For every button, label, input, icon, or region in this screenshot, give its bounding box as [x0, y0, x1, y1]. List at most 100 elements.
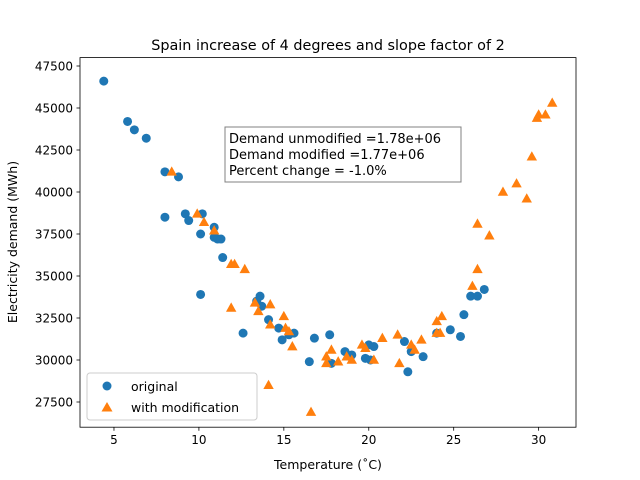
- point-original: [445, 325, 455, 335]
- x-tick-label: 25: [446, 433, 461, 447]
- point-original: [418, 352, 428, 362]
- point-original: [277, 335, 287, 345]
- point-with-modification: [511, 178, 522, 188]
- legend-marker-original: [102, 381, 112, 391]
- point-with-modification: [434, 327, 446, 337]
- point-with-modification: [239, 263, 250, 274]
- point-with-modification: [166, 166, 177, 176]
- point-with-modification: [497, 186, 509, 196]
- point-original: [403, 367, 413, 377]
- plot-area: 27500 30000 32500 35000 37500 40000 42500 45000…: [35, 57, 577, 447]
- point-with-modification: [521, 193, 532, 203]
- y-tick-label: 27500: [35, 396, 73, 410]
- point-with-modification: [472, 218, 483, 228]
- x-tick-label: 30: [531, 433, 546, 447]
- point-original: [466, 291, 476, 301]
- x-axis-label: Temperature (˚C): [273, 457, 382, 472]
- point-original: [218, 253, 228, 263]
- point-with-modification: [472, 263, 483, 274]
- point-with-modification: [253, 305, 264, 316]
- legend-marker-with-modification: [101, 402, 113, 412]
- point-with-modification: [431, 315, 442, 326]
- point-with-modification: [225, 302, 237, 312]
- point-with-modification: [326, 344, 337, 354]
- x-tick-label: 20: [361, 433, 376, 447]
- annotation-line-2: Demand modified =1.77e+06: [229, 148, 425, 163]
- point-with-modification: [533, 109, 544, 119]
- point-with-modification: [321, 351, 332, 361]
- point-with-modification: [360, 342, 371, 353]
- point-with-modification: [283, 325, 295, 336]
- point-original: [160, 167, 170, 177]
- point-original: [196, 289, 206, 299]
- stats-annotation: Demand unmodified =1.78e+06 Demand modif…: [224, 126, 462, 183]
- x-tick-label: 15: [276, 433, 291, 447]
- point-with-modification: [332, 356, 344, 366]
- point-with-modification: [229, 258, 240, 269]
- point-with-modification: [416, 334, 427, 344]
- point-with-modification: [249, 297, 261, 307]
- point-original: [289, 328, 299, 338]
- y-tick-label: 30000: [35, 354, 73, 368]
- point-original: [325, 330, 335, 340]
- point-original: [255, 291, 265, 301]
- annotation-box: [224, 126, 462, 183]
- annotation-line-3: Percent change = -1.0%: [229, 164, 387, 179]
- y-tick-label: 47500: [35, 60, 73, 74]
- y-axis-label: Electricity demand (MWh): [5, 161, 20, 323]
- chart-title: Spain increase of 4 degrees and slope fa…: [151, 38, 505, 54]
- point-with-modification: [392, 329, 403, 339]
- y-axis-ticks: 27500 30000 32500 35000 37500 40000 42500 45000…: [35, 60, 80, 410]
- point-original: [479, 284, 489, 294]
- point-with-modification: [287, 341, 298, 351]
- y-tick-label: 42500: [35, 144, 73, 158]
- point-with-modification: [321, 357, 332, 368]
- point-with-modification: [467, 280, 478, 290]
- legend-label-original: original: [131, 379, 178, 394]
- y-tick-label: 40000: [35, 186, 73, 200]
- point-with-modification: [436, 310, 448, 321]
- point-with-modification: [208, 225, 220, 235]
- point-with-modification: [263, 379, 274, 389]
- legend-box: [86, 372, 258, 421]
- point-original: [160, 212, 170, 222]
- point-with-modification: [377, 332, 388, 342]
- point-with-modification: [368, 354, 380, 364]
- plot-frame: [79, 57, 577, 428]
- point-original: [459, 310, 469, 320]
- point-original: [399, 337, 409, 347]
- x-tick-label: 10: [191, 433, 206, 447]
- y-tick-label: 32500: [35, 312, 73, 326]
- point-with-modification: [394, 357, 405, 368]
- point-original: [309, 333, 319, 343]
- point-with-modification: [547, 97, 558, 107]
- point-original: [129, 125, 139, 135]
- annotation-line-1: Demand unmodified =1.78e+06: [229, 132, 441, 147]
- y-tick-label: 37500: [35, 228, 73, 242]
- point-with-modification: [198, 216, 210, 227]
- point-original: [123, 116, 133, 126]
- point-with-modification: [526, 151, 538, 161]
- x-tick-label: 5: [110, 433, 118, 447]
- point-with-modification: [305, 406, 317, 416]
- point-original: [184, 216, 194, 226]
- point-original: [196, 229, 206, 239]
- point-with-modification: [346, 354, 357, 364]
- point-with-modification: [192, 208, 203, 218]
- x-axis-ticks: 5 10 15 20 25 30: [110, 427, 546, 447]
- y-tick-label: 45000: [35, 102, 73, 116]
- point-original: [99, 76, 109, 86]
- point-original: [455, 331, 465, 341]
- legend: original with modification: [86, 372, 258, 421]
- point-original: [369, 342, 379, 352]
- point-original: [304, 357, 314, 367]
- y-tick-label: 35000: [35, 270, 73, 284]
- point-original: [216, 234, 226, 244]
- point-original: [141, 133, 151, 143]
- point-with-modification: [484, 230, 495, 240]
- series-with-modification: [166, 97, 558, 416]
- point-original: [238, 328, 248, 338]
- point-with-modification: [341, 351, 352, 361]
- point-with-modification: [540, 109, 551, 119]
